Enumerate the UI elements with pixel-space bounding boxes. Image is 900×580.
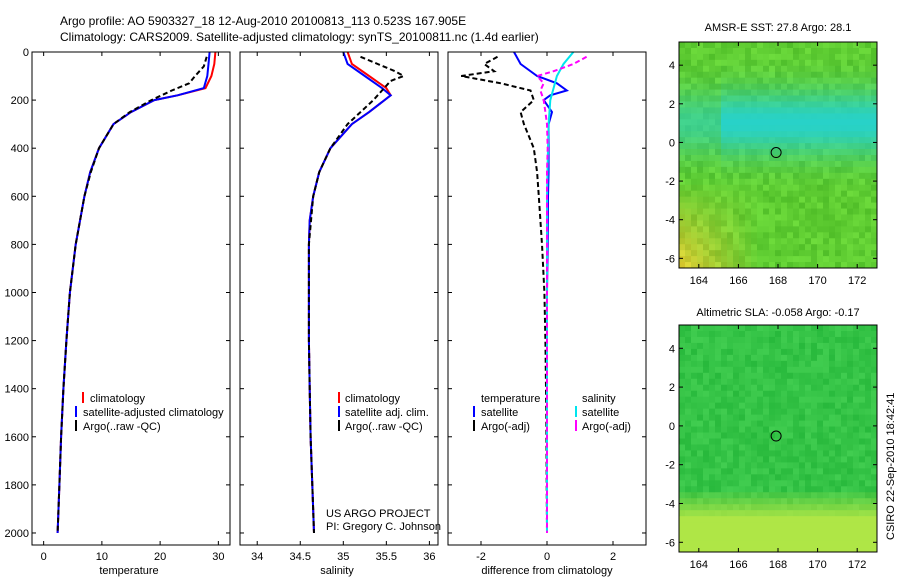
temperature-legend-climatology: climatology <box>90 393 146 405</box>
difference-series-temperature-argo <box>461 55 548 534</box>
figure-title-line2: Climatology: CARS2009. Satellite-adjuste… <box>60 30 539 44</box>
depth-tick-label: 1600 <box>5 432 29 444</box>
salinity-panel: 34 34.5 35 35.5 36 salinity climatology sate… <box>239 51 441 577</box>
latitude-tick-label: 4 <box>669 60 675 72</box>
latitude-tick-label: 2 <box>669 99 675 111</box>
figure-title-line1: Argo profile: AO 5903327_18 12-Aug-2010 … <box>60 14 466 28</box>
salinity-series-argo <box>307 55 406 534</box>
difference-legend-temperature-argo: Argo(-adj) <box>481 421 530 433</box>
salinity-xtick-label: 36 <box>423 551 435 563</box>
longitude-tick-label: 172 <box>848 559 866 571</box>
depth-tick-label: 1800 <box>5 480 29 492</box>
longitude-tick-label: 170 <box>808 275 826 287</box>
temperature-xlabel: temperature <box>99 565 158 577</box>
salinity-xtick-label: 34.5 <box>290 551 311 563</box>
temperature-xtick-label: 30 <box>212 551 224 563</box>
longitude-tick-label: 168 <box>769 559 787 571</box>
salinity-legend: climatology satellite adj. clim. Argo(..… <box>338 392 429 433</box>
salinity-xlabel: salinity <box>320 565 354 577</box>
latitude-tick-label: -6 <box>665 537 675 549</box>
sla-map: Altimetric SLA: -0.058 Argo: -0.17 164 16… <box>665 307 878 571</box>
argo-position-marker <box>770 430 782 442</box>
salinity-legend-argo: Argo(..raw -QC) <box>345 421 423 433</box>
difference-legend-salinity-satellite: satellite <box>582 407 619 419</box>
longitude-tick-label: 168 <box>769 275 787 287</box>
latitude-tick-label: -2 <box>665 176 675 188</box>
temperature-legend: climatology satellite-adjusted climatolo… <box>75 392 224 433</box>
depth-tick-label: 600 <box>11 191 29 203</box>
temperature-series-satellite <box>56 52 211 534</box>
temperature-xtick-label: 10 <box>96 551 108 563</box>
difference-legend-salinity-argo: Argo(-adj) <box>582 421 631 433</box>
project-annotation: US ARGO PROJECT <box>326 508 431 520</box>
depth-tick-label: 400 <box>11 143 29 155</box>
argo-position-marker <box>770 147 782 159</box>
pi-annotation: PI: Gregory C. Johnson <box>326 521 441 533</box>
salinity-xtick-label: 35.5 <box>376 551 397 563</box>
difference-series-salinity-satellite <box>546 52 575 533</box>
difference-series-salinity-argo <box>535 55 588 533</box>
difference-legend: temperature satellite Argo(-adj) salinit… <box>473 393 631 433</box>
latitude-tick-label: -4 <box>665 215 675 227</box>
salinity-xtick-label: 34 <box>251 551 263 563</box>
salinity-legend-climatology: climatology <box>345 393 401 405</box>
temperature-legend-argo: Argo(..raw -QC) <box>83 421 161 433</box>
salinity-legend-satellite: satellite adj. clim. <box>345 407 429 419</box>
depth-tick-label: 1200 <box>5 336 29 348</box>
depth-tick-label: 0 <box>23 47 29 59</box>
latitude-tick-label: -6 <box>665 253 675 265</box>
difference-xlabel: difference from climatology <box>481 565 613 577</box>
depth-tick-label: 1400 <box>5 384 29 396</box>
depth-tick-label: 1000 <box>5 287 29 299</box>
longitude-tick-label: 164 <box>690 275 708 287</box>
temperature-xtick-label: 0 <box>41 551 47 563</box>
sst-map-title: AMSR-E SST: 27.8 Argo: 28.1 <box>705 22 852 34</box>
difference-legend-temperature-satellite: satellite <box>481 407 518 419</box>
depth-tick-label: 2000 <box>5 528 29 540</box>
longitude-tick-label: 166 <box>729 275 747 287</box>
latitude-tick-label: -4 <box>665 498 675 510</box>
latitude-tick-label: 2 <box>669 382 675 394</box>
temperature-xtick-label: 20 <box>154 551 166 563</box>
latitude-tick-label: 0 <box>669 421 675 433</box>
latitude-tick-label: 4 <box>669 343 675 355</box>
difference-xtick-label: 0 <box>544 551 550 563</box>
difference-legend-salinity-title: salinity <box>582 393 616 405</box>
difference-legend-temperature-title: temperature <box>481 393 540 405</box>
difference-xtick-label: -2 <box>476 551 486 563</box>
difference-xtick-label: 2 <box>610 551 616 563</box>
depth-tick-label: 800 <box>11 239 29 251</box>
temperature-legend-satellite: satellite-adjusted climatology <box>83 407 224 419</box>
salinity-xtick-label: 35 <box>337 551 349 563</box>
sla-map-title: Altimetric SLA: -0.058 Argo: -0.17 <box>696 307 859 319</box>
longitude-tick-label: 164 <box>690 559 708 571</box>
longitude-tick-label: 170 <box>808 559 826 571</box>
depth-tick-label: 200 <box>11 95 29 107</box>
latitude-tick-label: -2 <box>665 460 675 472</box>
credit-text: CSIRO 22-Sep-2010 18:42:41 <box>885 393 897 540</box>
sst-map: AMSR-E SST: 27.8 Argo: 28.1 164 166 168 170… <box>665 22 878 287</box>
longitude-tick-label: 166 <box>729 559 747 571</box>
temperature-panel: 0 10 20 30 0 200 400 600 800 1000 1200 1400 1600 1800… <box>5 47 231 577</box>
longitude-tick-label: 172 <box>848 275 866 287</box>
latitude-tick-label: 0 <box>669 137 675 149</box>
difference-panel: -2 0 2 difference from climatology tempera… <box>447 51 647 577</box>
